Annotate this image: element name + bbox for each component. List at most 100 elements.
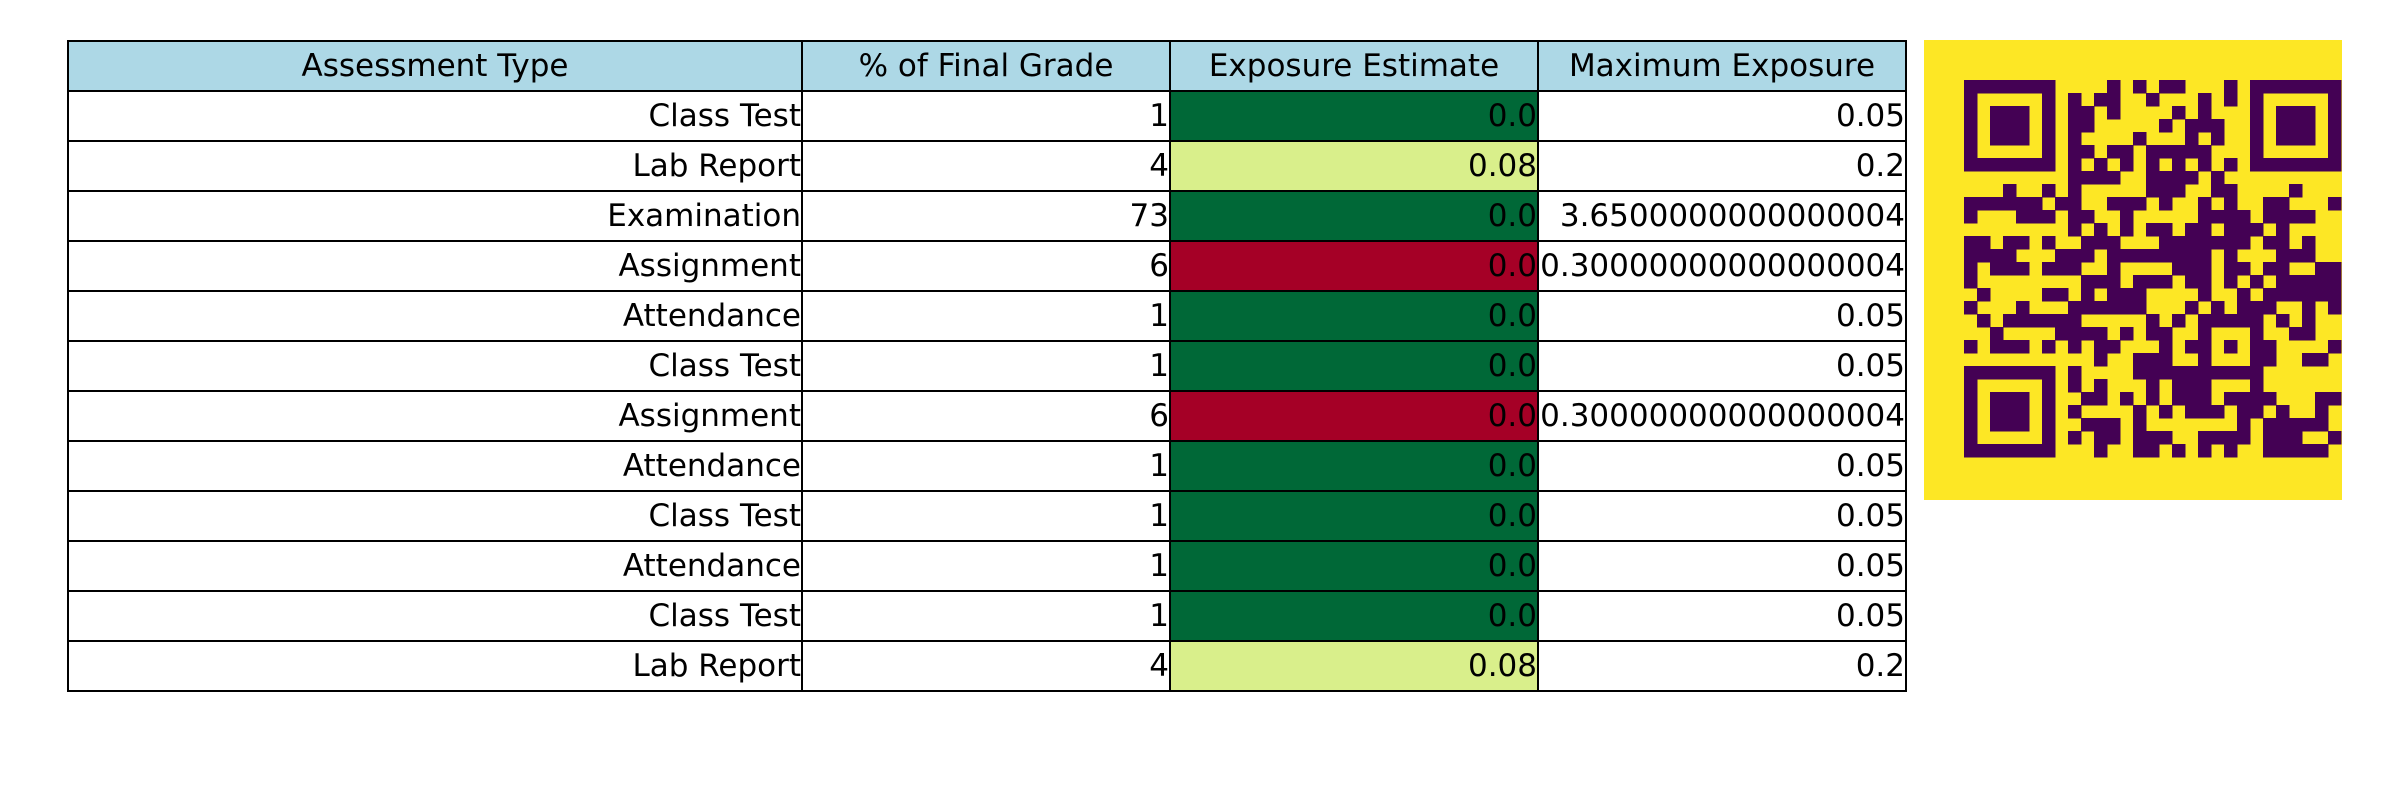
qr-module xyxy=(1977,80,1991,94)
qr-module xyxy=(2211,236,2225,250)
cell-assessment-type: Class Test xyxy=(67,590,803,642)
qr-module xyxy=(2198,223,2212,237)
qr-module xyxy=(2250,80,2264,94)
qr-module xyxy=(1964,431,1978,445)
qr-module xyxy=(2237,314,2251,328)
qr-module xyxy=(1990,327,2004,341)
qr-module xyxy=(2302,106,2316,120)
qr-module xyxy=(2263,431,2277,445)
qr-module xyxy=(2315,405,2329,419)
qr-module xyxy=(1964,132,1978,146)
qr-module xyxy=(2211,171,2225,185)
qr-module xyxy=(2263,158,2277,172)
cell-assessment-type: Class Test xyxy=(67,90,803,142)
qr-module xyxy=(2185,301,2199,315)
qr-module xyxy=(2211,405,2225,419)
cell-assessment-type: Attendance xyxy=(67,540,803,592)
qr-module xyxy=(2237,431,2251,445)
qr-module xyxy=(2302,80,2316,94)
qr-module xyxy=(1990,158,2004,172)
qr-module xyxy=(2224,431,2238,445)
cell-assessment-type-text: Attendance xyxy=(622,548,801,584)
cell-assessment-type-text: Attendance xyxy=(622,298,801,334)
qr-module xyxy=(1964,197,1978,211)
cell-maximum-exposure-text: 0.2 xyxy=(1855,648,1905,684)
cell-assessment-type-text: Examination xyxy=(607,198,801,234)
qr-module xyxy=(1964,210,1978,224)
qr-module xyxy=(2042,158,2056,172)
cell-percent-final-grade-text: 1 xyxy=(1149,498,1169,534)
qr-module xyxy=(2003,249,2017,263)
qr-module xyxy=(1990,366,2004,380)
qr-module xyxy=(2172,184,2186,198)
qr-module xyxy=(2198,314,2212,328)
cell-percent-final-grade: 4 xyxy=(801,140,1171,192)
header-assessment-type: Assessment Type xyxy=(67,40,803,92)
cell-percent-final-grade: 1 xyxy=(801,490,1171,542)
qr-module xyxy=(2289,80,2303,94)
qr-module xyxy=(1964,444,1978,458)
table-row: Lab Report 4 0.08 0.2 xyxy=(67,140,1907,192)
cell-exposure-estimate-text: 0.0 xyxy=(1487,198,1537,234)
qr-module xyxy=(2042,340,2056,354)
qr-module xyxy=(2003,158,2017,172)
qr-module xyxy=(2146,145,2160,159)
qr-module xyxy=(2263,340,2277,354)
qr-module xyxy=(2159,145,2173,159)
qr-module xyxy=(2146,184,2160,198)
cell-percent-final-grade-text: 6 xyxy=(1149,248,1169,284)
cell-maximum-exposure-text: 0.05 xyxy=(1835,548,1905,584)
qr-module xyxy=(2055,288,2069,302)
cell-exposure-estimate: 0.0 xyxy=(1169,440,1539,492)
cell-assessment-type: Class Test xyxy=(67,340,803,392)
cell-assessment-type-text: Class Test xyxy=(648,498,801,534)
qr-module xyxy=(1977,288,1991,302)
assessment-table: Assessment Type % of Final Grade Exposur… xyxy=(67,40,1907,692)
cell-exposure-estimate: 0.0 xyxy=(1169,540,1539,592)
qr-module xyxy=(2224,366,2238,380)
qr-module xyxy=(2146,275,2160,289)
cell-exposure-estimate: 0.08 xyxy=(1169,140,1539,192)
qr-module xyxy=(2263,197,2277,211)
qr-module xyxy=(2172,171,2186,185)
cell-exposure-estimate: 0.0 xyxy=(1169,590,1539,642)
qr-module xyxy=(2094,379,2108,393)
qr-module xyxy=(1964,379,1978,393)
qr-module xyxy=(2224,236,2238,250)
table-row: Assignment 6 0.0 0.30000000000000004 xyxy=(67,240,1907,292)
cell-maximum-exposure-text: 0.05 xyxy=(1835,448,1905,484)
qr-module xyxy=(2081,145,2095,159)
qr-module xyxy=(2016,106,2030,120)
qr-module xyxy=(2224,249,2238,263)
qr-module xyxy=(1977,444,1991,458)
qr-module xyxy=(2172,314,2186,328)
qr-module xyxy=(2042,431,2056,445)
qr-module xyxy=(2133,249,2147,263)
cell-maximum-exposure-text: 0.05 xyxy=(1835,348,1905,384)
qr-module xyxy=(2146,93,2160,107)
cell-percent-final-grade-text: 1 xyxy=(1149,598,1169,634)
qr-module xyxy=(2224,80,2238,94)
qr-module xyxy=(2146,366,2160,380)
qr-module xyxy=(2185,249,2199,263)
qr-module xyxy=(2237,366,2251,380)
qr-module xyxy=(2068,249,2082,263)
qr-module xyxy=(2068,405,2082,419)
qr-module xyxy=(1990,262,2004,276)
qr-module xyxy=(1964,301,1978,315)
qr-module xyxy=(2003,405,2017,419)
cell-exposure-estimate-text: 0.0 xyxy=(1487,598,1537,634)
qr-module xyxy=(2224,184,2238,198)
cell-percent-final-grade-text: 1 xyxy=(1149,548,1169,584)
qr-module xyxy=(2250,301,2264,315)
qr-module xyxy=(2146,327,2160,341)
qr-module xyxy=(2172,236,2186,250)
qr-module xyxy=(2042,184,2056,198)
qr-module xyxy=(2029,444,2043,458)
qr-module xyxy=(2029,158,2043,172)
cell-maximum-exposure-text: 0.05 xyxy=(1835,298,1905,334)
qr-module xyxy=(1990,80,2004,94)
qr-module xyxy=(2172,249,2186,263)
cell-maximum-exposure: 0.05 xyxy=(1537,90,1907,142)
qr-module xyxy=(2055,249,2069,263)
